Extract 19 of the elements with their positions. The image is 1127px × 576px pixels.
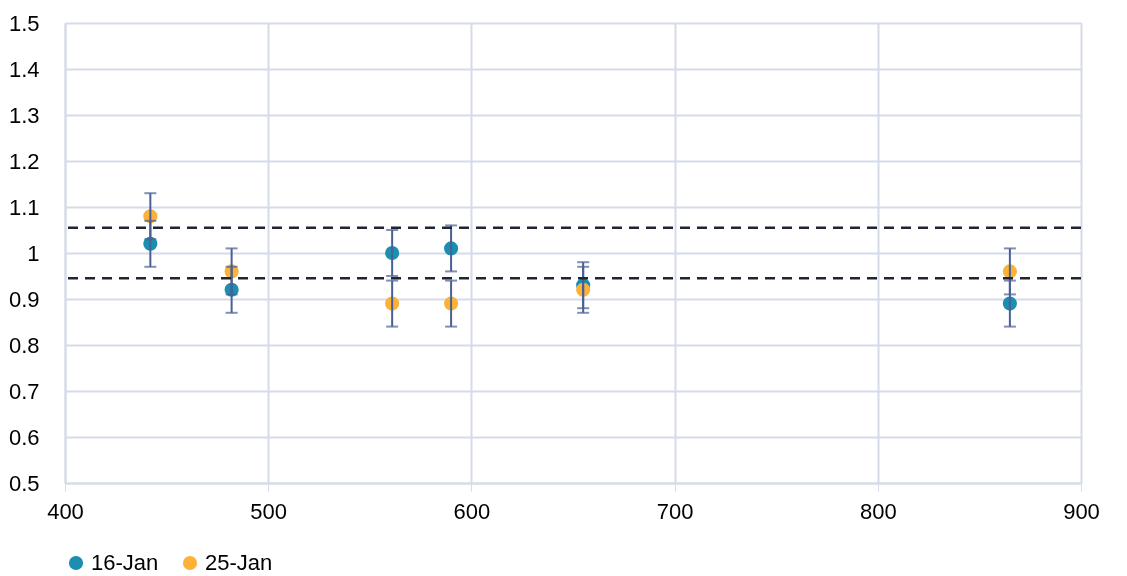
y-tick-label: 0.6 — [8, 424, 40, 450]
x-tick-label: 900 — [1063, 498, 1100, 524]
y-tick-label: 1.4 — [8, 56, 40, 82]
y-tick-label: 1.2 — [8, 148, 40, 174]
x-tick-label: 600 — [453, 498, 491, 524]
x-tick-label: 800 — [859, 498, 897, 524]
x-tick-label: 400 — [47, 498, 84, 524]
y-tick-label: 0.5 — [8, 470, 40, 496]
y-tick-label: 0.9 — [8, 286, 40, 312]
x-tick-label: 500 — [250, 498, 288, 524]
x-tick-label: 700 — [656, 498, 694, 524]
legend-label: 25-Jan — [205, 550, 273, 575]
y-tick-label: 1 — [27, 240, 40, 266]
legend-label: 16-Jan — [91, 550, 159, 575]
y-tick-label: 0.8 — [8, 332, 40, 358]
y-tick-label: 0.7 — [8, 378, 40, 404]
y-tick-label: 1.5 — [8, 10, 40, 36]
y-tick-label: 1.3 — [8, 102, 40, 128]
y-tick-label: 1.1 — [8, 194, 40, 220]
